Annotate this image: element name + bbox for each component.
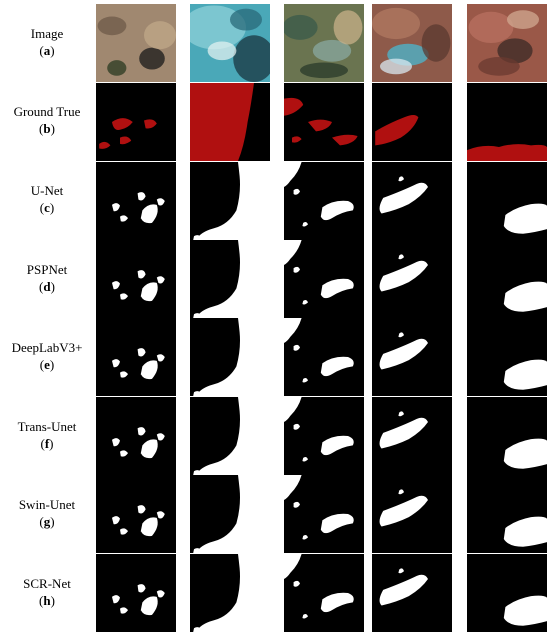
tile-b-col-2 [190,83,270,161]
tile-a-col-2 [190,4,270,82]
tile-c-col-1 [96,162,176,240]
row-letter: (g) [39,514,55,529]
tile-h-col-1 [96,554,176,632]
row-name: U-Net [30,183,64,198]
row-name: PSPNet [26,262,68,277]
row-label-scr-net: SCR-Net (h) [0,575,94,609]
row-letter: (h) [39,593,55,608]
tile-g-col-4 [372,475,452,553]
tile-c-col-2 [190,162,270,240]
row-name: SCR-Net [23,576,71,591]
row-label-deeplabv3plus: DeepLabV3+ (e) [0,339,94,373]
tile-d-col-2 [190,240,270,318]
row-label-trans-unet: Trans-Unet (f) [0,418,94,452]
tile-f-col-5 [467,397,547,475]
row-letter: (a) [39,43,55,58]
tile-a-col-5 [467,4,547,82]
tile-f-col-4 [372,397,452,475]
row-name: Trans-Unet [17,419,77,434]
tile-a-col-3 [284,4,364,82]
row-label-unet: U-Net (c) [0,182,94,216]
tile-f-col-2 [190,397,270,475]
tile-b-col-3 [284,83,364,161]
tile-c-col-5 [467,162,547,240]
tile-c-col-4 [372,162,452,240]
row-label-image: Image (a) [0,25,94,59]
tile-h-col-3 [284,554,364,632]
tile-e-col-2 [190,318,270,396]
tile-f-col-1 [96,397,176,475]
tile-g-col-5 [467,475,547,553]
row-letter: (d) [39,279,55,294]
tile-g-col-3 [284,475,364,553]
row-name: DeepLabV3+ [11,340,83,355]
row-name: Image [30,26,64,41]
row-letter: (b) [39,121,55,136]
tile-e-col-4 [372,318,452,396]
tile-g-col-1 [96,475,176,553]
tile-a-col-1 [96,4,176,82]
tile-b-col-4 [372,83,452,161]
row-letter: (f) [40,436,54,451]
tile-e-col-1 [96,318,176,396]
tile-h-col-5 [467,554,547,632]
tile-d-col-3 [284,240,364,318]
row-letter: (e) [39,357,55,372]
tile-c-col-3 [284,162,364,240]
tile-b-col-1 [96,83,176,161]
tile-h-col-2 [190,554,270,632]
row-label-swin-unet: Swin-Unet (g) [0,496,94,530]
tile-e-col-5 [467,318,547,396]
tile-f-col-3 [284,397,364,475]
row-letter: (c) [39,200,55,215]
tile-d-col-1 [96,240,176,318]
tile-b-col-5 [467,83,547,161]
tile-d-col-5 [467,240,547,318]
row-label-ground-true: Ground True (b) [0,103,94,137]
tile-d-col-4 [372,240,452,318]
row-label-pspnet: PSPNet (d) [0,261,94,295]
row-name: Ground True [13,104,81,119]
tile-h-col-4 [372,554,452,632]
tile-a-col-4 [372,4,452,82]
tile-g-col-2 [190,475,270,553]
row-name: Swin-Unet [18,497,76,512]
tile-e-col-3 [284,318,364,396]
